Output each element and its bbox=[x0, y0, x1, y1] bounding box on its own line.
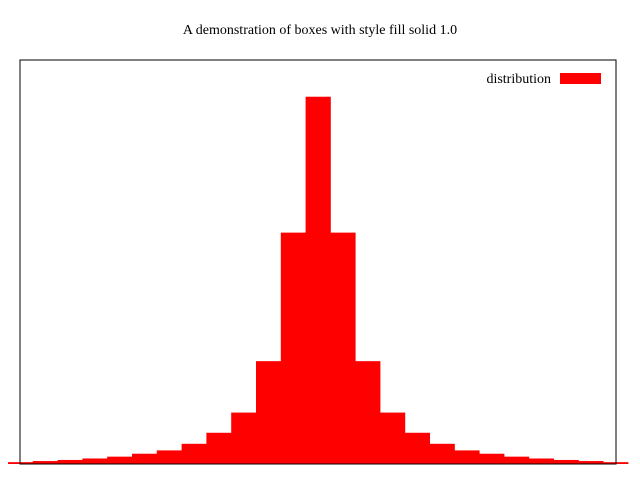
bar-3 bbox=[82, 458, 108, 464]
plot-frame bbox=[19, 59, 617, 465]
bar-22 bbox=[553, 459, 579, 464]
bars-group bbox=[8, 96, 629, 464]
bar-15 bbox=[380, 412, 406, 464]
bar-11 bbox=[280, 232, 306, 464]
bar-10 bbox=[256, 361, 282, 464]
legend-swatch-distribution bbox=[560, 73, 601, 84]
bar-21 bbox=[528, 458, 554, 464]
chart-title: A demonstration of boxes with style fill… bbox=[182, 23, 458, 38]
bar-12 bbox=[305, 96, 331, 464]
bar-17 bbox=[429, 443, 455, 464]
bar-16 bbox=[404, 432, 430, 464]
bar-6 bbox=[156, 450, 182, 464]
bar-9 bbox=[231, 412, 257, 464]
legend: distribution bbox=[486, 72, 601, 87]
bar-20 bbox=[504, 456, 530, 464]
bar-7 bbox=[181, 443, 207, 464]
legend-label-distribution: distribution bbox=[486, 72, 551, 87]
bar-19 bbox=[479, 453, 505, 464]
bar-2 bbox=[57, 459, 83, 464]
bar-8 bbox=[206, 432, 232, 464]
bar-23 bbox=[578, 461, 604, 464]
bar-14 bbox=[355, 361, 381, 464]
bar-1 bbox=[32, 461, 58, 464]
bar-5 bbox=[132, 453, 158, 464]
bar-18 bbox=[454, 450, 480, 464]
bar-4 bbox=[107, 456, 133, 464]
bar-0 bbox=[8, 462, 34, 464]
bar-13 bbox=[330, 232, 356, 464]
